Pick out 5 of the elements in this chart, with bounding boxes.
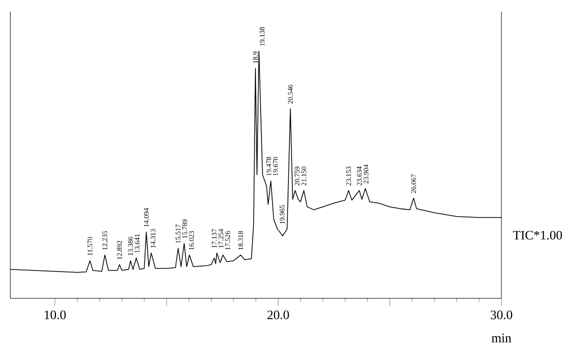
text: TIC*1.00 — [513, 230, 562, 240]
x-tick-label: 20.0 — [267, 310, 289, 320]
x-tick-label: 30.0 — [490, 310, 512, 320]
x-tick-label: 10.0 — [44, 310, 66, 320]
x-axis-title: min — [492, 333, 512, 342]
